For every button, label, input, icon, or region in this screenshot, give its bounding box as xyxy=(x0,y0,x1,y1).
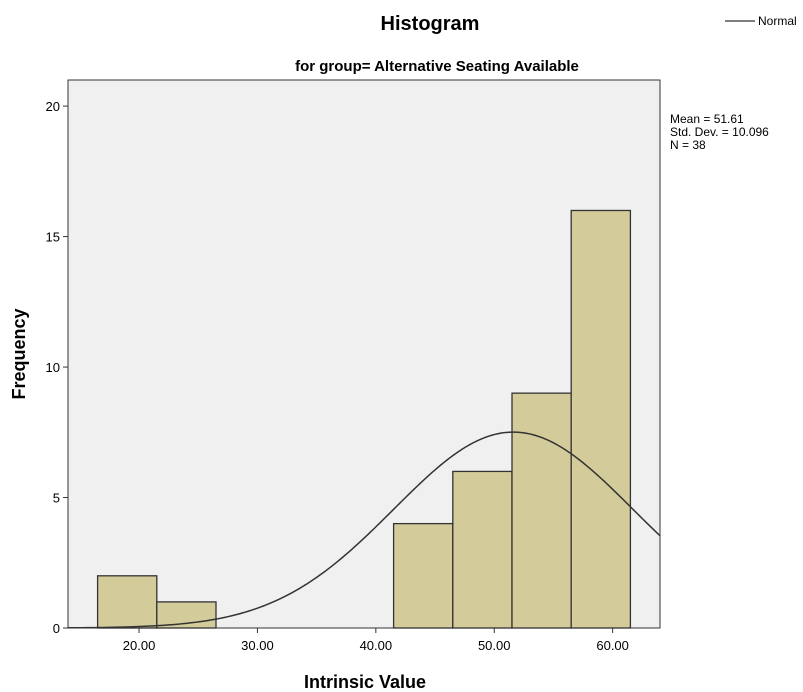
legend-label: Normal xyxy=(758,14,797,28)
chart-title: Histogram xyxy=(381,13,480,35)
histogram-bar xyxy=(511,392,572,629)
stat-n: N = 38 xyxy=(670,138,706,152)
stat-std-dev: Std. Dev. = 10.096 xyxy=(670,125,769,139)
y-axis-ticks: 0 5 10 15 20 xyxy=(46,99,68,636)
x-tick-label: 50.00 xyxy=(478,638,511,653)
y-tick-label: 15 xyxy=(46,230,60,245)
normal-curve xyxy=(67,431,661,629)
stats-block: Mean = 51.61 Std. Dev. = 10.096 N = 38 xyxy=(670,112,769,152)
histogram-bar xyxy=(96,575,158,629)
legend: Normal xyxy=(725,14,797,28)
stat-mean: Mean = 51.61 xyxy=(670,112,744,126)
x-tick-label: 60.00 xyxy=(596,638,629,653)
y-tick-label: 20 xyxy=(46,99,60,114)
x-tick-label: 40.00 xyxy=(360,638,393,653)
histogram-bar xyxy=(452,470,513,629)
histogram-bar xyxy=(392,522,454,629)
y-tick-label: 5 xyxy=(53,491,60,506)
histogram-bar xyxy=(156,601,217,629)
histogram-bar xyxy=(570,209,632,629)
y-tick-label: 10 xyxy=(46,360,60,375)
x-axis-title: Intrinsic Value xyxy=(304,672,426,692)
x-tick-label: 30.00 xyxy=(241,638,274,653)
chart-subtitle: for group= Alternative Seating Available xyxy=(295,58,579,75)
y-tick-label: 0 xyxy=(53,621,60,636)
x-tick-label: 20.00 xyxy=(123,638,156,653)
x-axis-ticks: 20.00 30.00 40.00 50.00 60.00 xyxy=(123,628,629,653)
y-axis-title: Frequency xyxy=(9,308,29,399)
